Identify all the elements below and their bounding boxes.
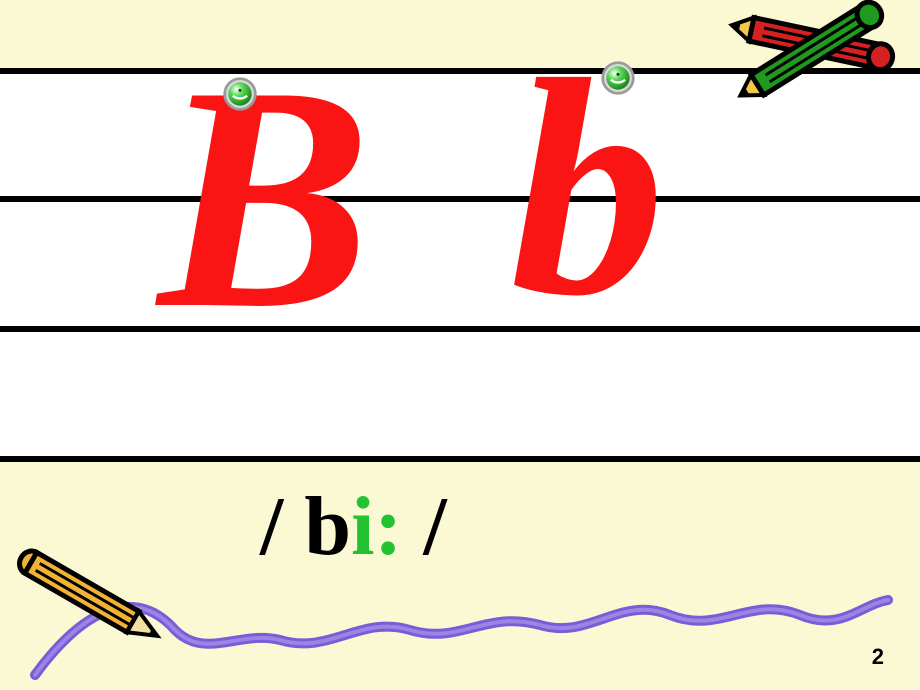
handwriting-lines-area xyxy=(0,68,920,462)
page-number: 2 xyxy=(872,644,884,670)
yellow-pencil-icon xyxy=(0,548,184,668)
rule-line-2 xyxy=(0,196,920,202)
rule-line-3 xyxy=(0,326,920,332)
stroke-start-marker-1 xyxy=(222,76,258,112)
green-pencil-icon xyxy=(700,0,920,122)
stroke-start-marker-2 xyxy=(600,60,636,96)
rule-line-4 xyxy=(0,456,920,462)
